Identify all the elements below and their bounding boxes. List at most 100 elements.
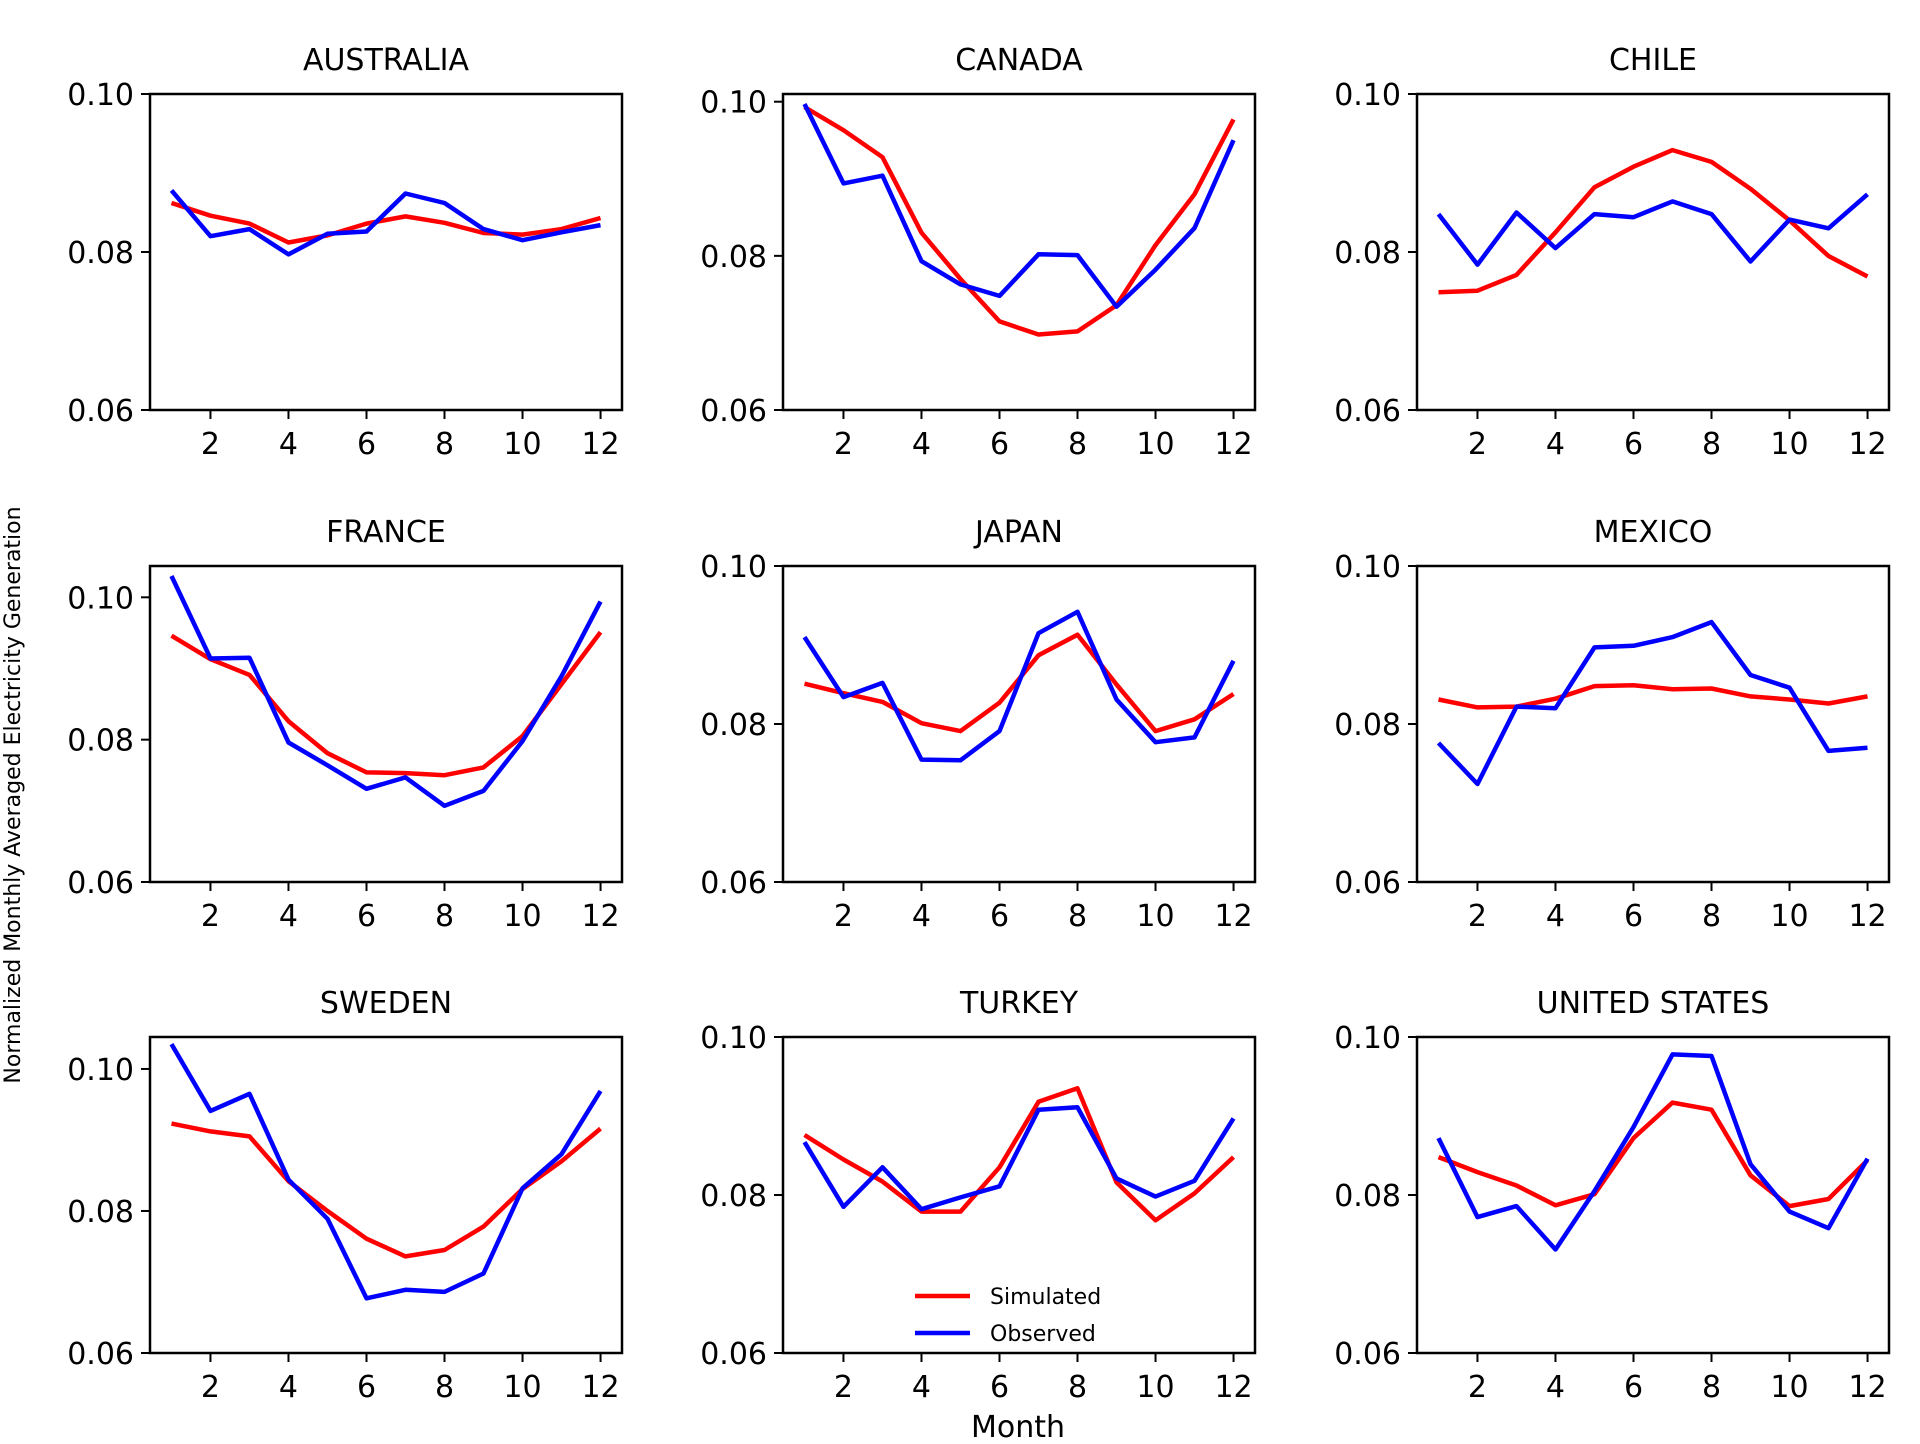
series-line-france-simulated: [170, 630, 603, 778]
x-tick-label-united-states-2: 2: [1468, 1370, 1487, 1405]
x-tick-label-chile-12: 12: [1848, 427, 1886, 462]
panel-title-sweden: SWEDEN: [320, 986, 452, 1021]
x-tick-label-chile-2: 2: [1468, 427, 1487, 462]
x-tick-label-australia-12: 12: [581, 427, 619, 462]
x-tick-label-france-2: 2: [201, 899, 220, 934]
plot-frame-united-states: [1415, 1035, 1891, 1355]
plot-frame-france: [148, 564, 624, 884]
x-tick-label-sweden-6: 6: [357, 1370, 376, 1405]
panel-canada: CANADA 2 4 6 8 10 12 0.06 0.08 0.10: [700, 43, 1257, 462]
x-tick-label-mexico-4: 4: [1546, 899, 1565, 934]
plot-frame-turkey: [781, 1035, 1257, 1355]
y-tick-label-france-0.06: 0.06: [67, 866, 134, 901]
x-tick-label-chile-4: 4: [1546, 427, 1565, 462]
plot-frame-australia: [148, 92, 624, 412]
x-tick-label-sweden-2: 2: [201, 1370, 220, 1405]
series-line-canada-simulated: [803, 105, 1236, 337]
y-tick-label-sweden-0.08: 0.08: [67, 1195, 134, 1230]
y-tick-label-chile-0.08: 0.08: [1334, 236, 1401, 271]
y-tick-label-turkey-0.06: 0.06: [700, 1337, 767, 1372]
x-tick-label-france-10: 10: [503, 899, 541, 934]
panel-title-turkey: TURKEY: [959, 986, 1079, 1021]
x-tick-label-sweden-8: 8: [435, 1370, 454, 1405]
panel-chile: CHILE 2 4 6 8 10 12 0.06 0.08 0.10: [1334, 43, 1891, 462]
series-line-turkey-observed: [802, 1105, 1236, 1212]
y-tick-label-united-states-0.10: 0.10: [1334, 1021, 1401, 1056]
series-line-sweden-observed: [169, 1042, 603, 1301]
x-tick-label-australia-4: 4: [279, 427, 298, 462]
y-tick-label-canada-0.06: 0.06: [700, 394, 767, 429]
series-line-mexico-simulated: [1438, 683, 1868, 710]
x-tick-label-france-4: 4: [279, 899, 298, 934]
x-tick-label-australia-10: 10: [503, 427, 541, 462]
x-tick-label-mexico-6: 6: [1624, 899, 1643, 934]
x-tick-label-chile-6: 6: [1624, 427, 1643, 462]
panel-title-japan: JAPAN: [973, 515, 1063, 550]
panels: AUSTRALIA 2 4 6 8 10 12 0.06 0.08 0.10 CANADA 2 4 6 8 1…: [67, 43, 1891, 1405]
y-tick-label-japan-0.06: 0.06: [700, 866, 767, 901]
y-tick-label-mexico-0.08: 0.08: [1334, 708, 1401, 743]
series-line-france-observed: [169, 575, 603, 809]
panel-title-chile: CHILE: [1609, 43, 1697, 78]
y-tick-label-canada-0.10: 0.10: [700, 86, 767, 121]
x-tick-label-turkey-4: 4: [912, 1370, 931, 1405]
panel-japan: JAPAN 2 4 6 8 10 12 0.06 0.08 0.10: [700, 515, 1257, 934]
x-tick-label-chile-10: 10: [1770, 427, 1808, 462]
x-tick-label-mexico-2: 2: [1468, 899, 1487, 934]
panel-united-states: UNITED STATES 2 4 6 8 10 12 0.06 0.08 0.10: [1334, 986, 1891, 1405]
x-tick-label-united-states-10: 10: [1770, 1370, 1808, 1405]
x-tick-label-japan-10: 10: [1136, 899, 1174, 934]
y-tick-label-sweden-0.06: 0.06: [67, 1337, 134, 1372]
series-line-chile-simulated: [1438, 147, 1869, 295]
series-line-united-states-observed: [1436, 1052, 1870, 1252]
x-tick-label-canada-10: 10: [1136, 427, 1174, 462]
panel-title-australia: AUSTRALIA: [303, 43, 470, 78]
x-tick-label-canada-4: 4: [912, 427, 931, 462]
panel-turkey: TURKEY 2 4 6 8 10 12 0.06 0.08 0.10: [700, 986, 1257, 1405]
x-tick-label-japan-2: 2: [834, 899, 853, 934]
series-line-united-states-simulated: [1437, 1100, 1870, 1209]
x-axis-label: Month: [971, 1410, 1065, 1440]
y-tick-label-japan-0.08: 0.08: [700, 708, 767, 743]
x-tick-label-sweden-4: 4: [279, 1370, 298, 1405]
plot-frame-sweden: [148, 1035, 624, 1355]
x-tick-label-united-states-12: 12: [1848, 1370, 1886, 1405]
plot-frame-japan: [781, 564, 1257, 884]
x-tick-label-united-states-6: 6: [1624, 1370, 1643, 1405]
panel-france: FRANCE 2 4 6 8 10 12 0.06 0.08 0.10: [67, 515, 624, 934]
y-tick-label-australia-0.08: 0.08: [67, 236, 134, 271]
x-tick-label-japan-12: 12: [1214, 899, 1252, 934]
series-line-canada-observed: [802, 103, 1236, 309]
x-tick-label-mexico-8: 8: [1702, 899, 1721, 934]
x-tick-label-australia-6: 6: [357, 427, 376, 462]
x-tick-label-sweden-10: 10: [503, 1370, 541, 1405]
y-tick-label-mexico-0.10: 0.10: [1334, 550, 1401, 585]
x-tick-label-canada-6: 6: [990, 427, 1009, 462]
x-tick-label-united-states-4: 4: [1546, 1370, 1565, 1405]
y-tick-label-mexico-0.06: 0.06: [1334, 866, 1401, 901]
x-tick-label-united-states-8: 8: [1702, 1370, 1721, 1405]
y-tick-label-chile-0.10: 0.10: [1334, 78, 1401, 113]
x-tick-label-canada-8: 8: [1068, 427, 1087, 462]
x-tick-label-turkey-10: 10: [1136, 1370, 1174, 1405]
y-tick-label-france-0.08: 0.08: [67, 724, 134, 759]
x-tick-label-japan-6: 6: [990, 899, 1009, 934]
y-tick-label-australia-0.10: 0.10: [67, 78, 134, 113]
plot-frame-mexico: [1415, 564, 1891, 884]
x-tick-label-france-12: 12: [581, 899, 619, 934]
x-tick-label-canada-12: 12: [1214, 427, 1252, 462]
y-tick-label-sweden-0.10: 0.10: [67, 1053, 134, 1088]
series-line-turkey-simulated: [803, 1086, 1236, 1223]
x-tick-label-mexico-10: 10: [1770, 899, 1808, 934]
series-line-sweden-simulated: [171, 1121, 602, 1259]
x-tick-label-australia-8: 8: [435, 427, 454, 462]
plot-frame-canada: [781, 92, 1257, 412]
panel-australia: AUSTRALIA 2 4 6 8 10 12 0.06 0.08 0.10: [67, 43, 624, 462]
y-tick-label-canada-0.08: 0.08: [700, 240, 767, 275]
x-tick-label-turkey-8: 8: [1068, 1370, 1087, 1405]
y-axis-label: Normalized Monthly Averaged Electricity …: [1, 506, 26, 1083]
y-tick-label-united-states-0.08: 0.08: [1334, 1179, 1401, 1214]
series-line-mexico-observed: [1436, 619, 1868, 787]
